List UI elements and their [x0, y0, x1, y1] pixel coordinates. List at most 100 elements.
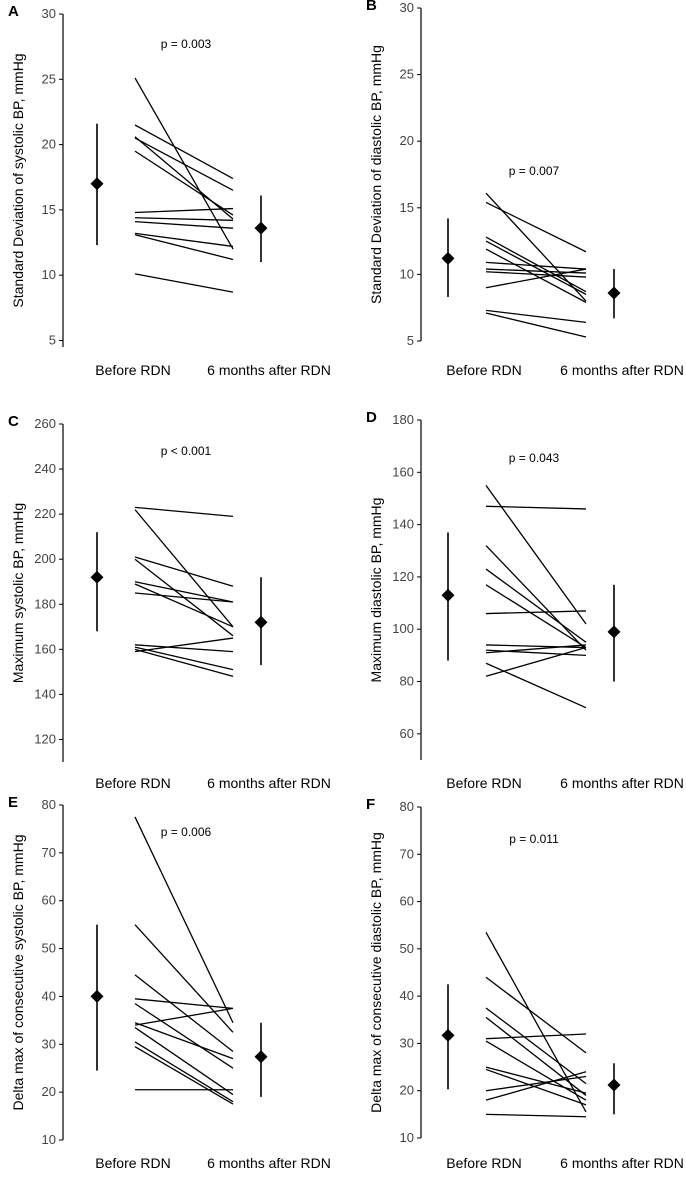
mean-marker-before	[90, 989, 104, 1003]
patient-line	[134, 220, 234, 229]
p-value-label: p = 0.006	[161, 825, 212, 839]
patient-line	[134, 974, 234, 1052]
y-tick-label: 240	[34, 461, 56, 476]
patient-line	[485, 1075, 587, 1092]
patient-line	[485, 1016, 587, 1096]
mean-marker-after	[607, 286, 621, 300]
mean-marker-before	[441, 588, 455, 602]
patient-line	[485, 485, 587, 625]
patient-line	[485, 610, 587, 615]
x-category-label: 6 months after RDN	[560, 775, 684, 791]
panel-a: A 5 10 15 20 25 30 Standard Deviation of systol…	[8, 3, 331, 378]
y-tick-label: 50	[400, 941, 414, 956]
patient-line	[485, 568, 587, 643]
panel-letter: D	[366, 409, 377, 426]
x-category-label: Before RDN	[95, 362, 170, 378]
mean-marker-after	[254, 615, 268, 629]
y-tick-label: 80	[400, 799, 414, 814]
patient-line	[134, 581, 234, 603]
y-tick-label: 140	[392, 517, 414, 532]
y-tick-label: 60	[400, 894, 414, 909]
patient-line	[134, 1041, 234, 1103]
mean-marker-before	[90, 177, 104, 191]
patient-line	[134, 136, 234, 220]
patient-line	[134, 150, 234, 216]
patient-line	[485, 646, 587, 677]
y-tick-label: 180	[392, 412, 414, 427]
y-tick-label: 10	[400, 266, 414, 281]
y-tick-label: 40	[400, 988, 414, 1003]
x-category-label: Before RDN	[446, 1155, 521, 1171]
patient-line	[134, 1046, 234, 1105]
patient-line	[134, 583, 234, 628]
y-tick-label: 30	[400, 0, 414, 15]
patient-line	[134, 207, 234, 214]
x-category-label: 6 months after RDN	[560, 362, 684, 378]
patient-line	[485, 644, 587, 654]
y-tick-label: 80	[400, 674, 414, 689]
patient-line	[485, 1066, 587, 1094]
patient-line	[134, 637, 234, 653]
y-tick-label: 80	[42, 797, 56, 812]
panel-d: D 60 80 100 120 140 160 180 Maximum diastolic BP…	[366, 409, 684, 791]
patient-line	[134, 506, 234, 518]
mean-marker-after	[607, 625, 621, 639]
y-tick-label: 30	[400, 1035, 414, 1050]
p-value-label: p = 0.007	[509, 164, 560, 178]
y-tick-label: 120	[392, 569, 414, 584]
y-tick-label: 10	[400, 1130, 414, 1145]
y-tick-label: 60	[400, 726, 414, 741]
x-category-label: Before RDN	[95, 775, 170, 791]
patient-line	[134, 592, 234, 603]
y-tick-label: 5	[49, 332, 56, 347]
patient-line	[134, 273, 234, 293]
patient-line	[485, 662, 587, 709]
p-value-label: p = 0.003	[161, 37, 212, 51]
x-category-label: Before RDN	[446, 362, 521, 378]
y-tick-label: 70	[400, 846, 414, 861]
y-axis-label: Standard Deviation of diastolic BP, mmHg	[368, 45, 384, 304]
x-category-label: 6 months after RDN	[207, 775, 331, 791]
patient-line	[485, 261, 587, 270]
patient-line	[485, 248, 587, 303]
y-tick-label: 20	[400, 1083, 414, 1098]
patient-line	[485, 268, 587, 289]
y-tick-label: 30	[42, 6, 56, 21]
patient-line	[485, 584, 587, 649]
y-axis-label: Standard Deviation of systolic BP, mmHg	[10, 53, 26, 307]
mean-marker-after	[254, 221, 268, 235]
panel-e: E 10 20 30 40 50 60 70 80 Delta max of consecutiv…	[8, 794, 331, 1171]
x-category-label: 6 months after RDN	[207, 362, 331, 378]
y-tick-label: 120	[34, 731, 56, 746]
patient-line	[134, 234, 234, 261]
y-tick-label: 15	[42, 202, 56, 217]
patient-line	[485, 1071, 587, 1101]
y-axis-label: Delta max of consecutive diastolic BP, m…	[368, 832, 384, 1113]
patient-line	[134, 924, 234, 1033]
mean-marker-before	[441, 251, 455, 265]
y-tick-label: 70	[42, 845, 56, 860]
panel-c: C 120 140 160 180 200 220 240 260 Maximum systoli…	[8, 413, 331, 791]
patient-line	[134, 1003, 234, 1069]
patient-line	[485, 931, 587, 1113]
y-tick-label: 10	[42, 267, 56, 282]
y-tick-label: 15	[400, 200, 414, 215]
patient-line	[134, 816, 234, 1024]
panel-b: B 5 10 15 20 25 30 Standard Deviation of diasto…	[366, 0, 684, 378]
patient-line	[485, 309, 587, 323]
panel-f: F 10 20 30 40 50 60 70 80 Delta max of consecutiv…	[366, 796, 684, 1171]
panel-letter: C	[8, 413, 19, 430]
patient-line	[485, 236, 587, 293]
x-category-label: Before RDN	[446, 775, 521, 791]
patient-line	[485, 649, 587, 657]
y-tick-label: 100	[392, 621, 414, 636]
patient-line	[134, 556, 234, 587]
patient-line	[134, 646, 234, 671]
patient-line	[485, 1033, 587, 1040]
patient-line	[134, 217, 234, 221]
patient-line	[134, 1007, 234, 1026]
patient-line	[134, 232, 234, 248]
y-axis-label: Delta max of consecutive systolic BP, mm…	[10, 835, 26, 1111]
patient-line	[485, 545, 587, 651]
